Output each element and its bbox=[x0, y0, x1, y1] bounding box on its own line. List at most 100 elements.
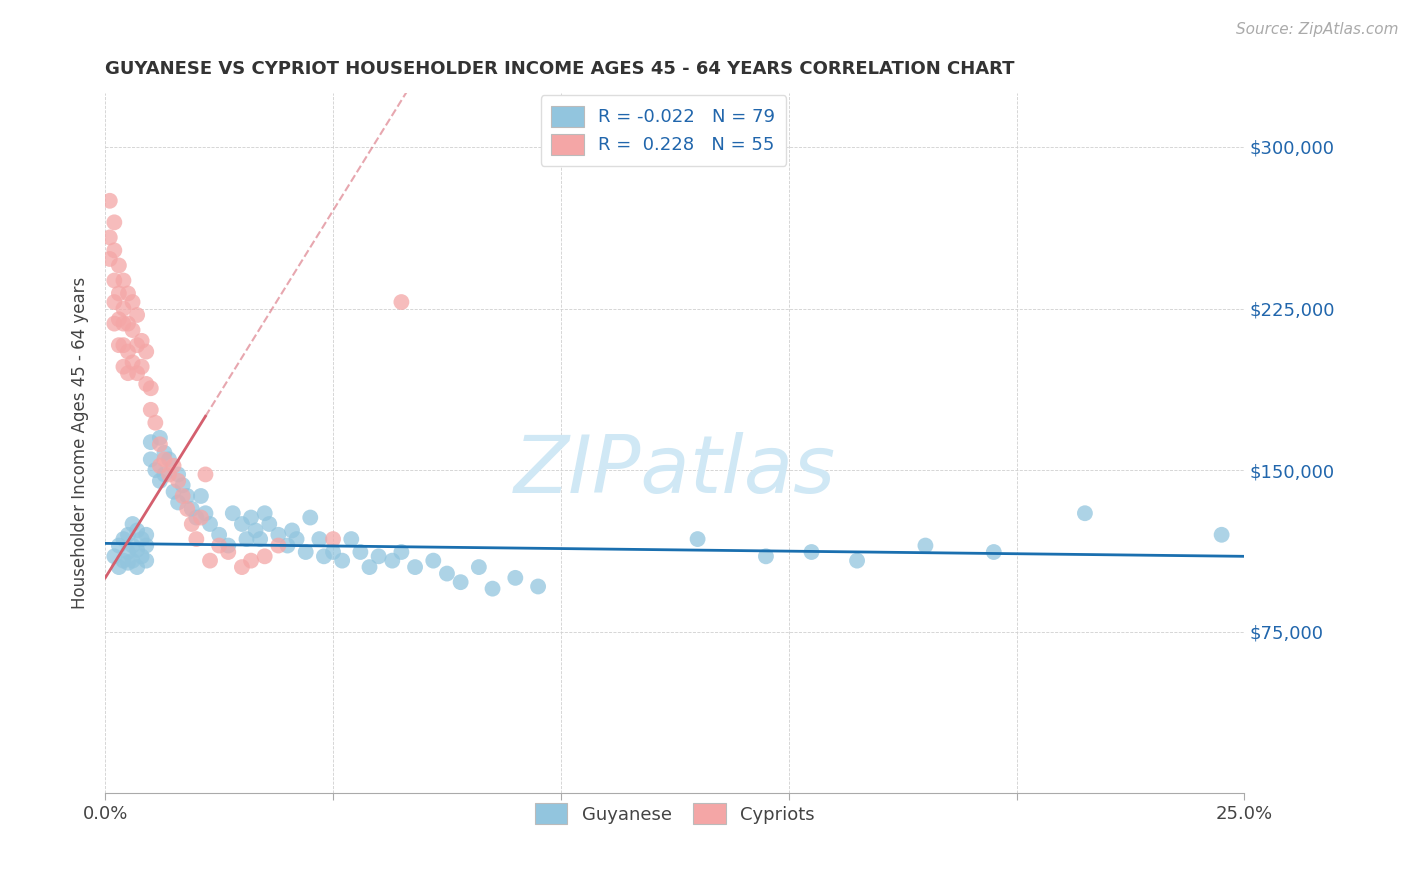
Point bbox=[253, 549, 276, 564]
Point bbox=[180, 502, 202, 516]
Point bbox=[149, 431, 172, 445]
Point bbox=[208, 528, 231, 542]
Point bbox=[349, 545, 371, 559]
Point bbox=[172, 489, 194, 503]
Point bbox=[308, 532, 330, 546]
Point bbox=[755, 549, 778, 564]
Point bbox=[330, 554, 353, 568]
Point bbox=[914, 539, 936, 553]
Point bbox=[235, 532, 257, 546]
Point bbox=[422, 554, 444, 568]
Point bbox=[404, 560, 426, 574]
Point bbox=[103, 244, 125, 258]
Point bbox=[468, 560, 491, 574]
Point bbox=[135, 539, 157, 553]
Point bbox=[112, 317, 135, 331]
Point bbox=[162, 458, 184, 473]
Point bbox=[176, 489, 198, 503]
Point bbox=[143, 416, 166, 430]
Point bbox=[143, 463, 166, 477]
Point bbox=[198, 554, 221, 568]
Point bbox=[190, 510, 212, 524]
Point bbox=[127, 542, 149, 557]
Point bbox=[135, 376, 157, 391]
Point bbox=[117, 344, 139, 359]
Point bbox=[117, 528, 139, 542]
Point bbox=[112, 301, 135, 316]
Point bbox=[139, 452, 162, 467]
Text: GUYANESE VS CYPRIOT HOUSEHOLDER INCOME AGES 45 - 64 YEARS CORRELATION CHART: GUYANESE VS CYPRIOT HOUSEHOLDER INCOME A… bbox=[105, 60, 1015, 78]
Point bbox=[131, 334, 153, 348]
Point bbox=[222, 506, 245, 520]
Point bbox=[127, 560, 149, 574]
Point bbox=[340, 532, 363, 546]
Point bbox=[108, 286, 131, 301]
Point bbox=[117, 556, 139, 570]
Point bbox=[157, 467, 180, 482]
Point bbox=[194, 467, 217, 482]
Point bbox=[108, 560, 131, 574]
Point bbox=[381, 554, 404, 568]
Point bbox=[1211, 528, 1233, 542]
Point bbox=[153, 467, 176, 482]
Point bbox=[527, 579, 550, 593]
Point bbox=[686, 532, 709, 546]
Point bbox=[846, 554, 869, 568]
Point bbox=[240, 510, 263, 524]
Point bbox=[281, 524, 304, 538]
Point bbox=[157, 452, 180, 467]
Point bbox=[276, 539, 298, 553]
Point bbox=[231, 560, 253, 574]
Point bbox=[983, 545, 1005, 559]
Point bbox=[112, 273, 135, 287]
Point bbox=[312, 549, 335, 564]
Point bbox=[103, 295, 125, 310]
Point bbox=[103, 549, 125, 564]
Point bbox=[131, 359, 153, 374]
Point bbox=[322, 532, 344, 546]
Point bbox=[103, 215, 125, 229]
Point bbox=[149, 474, 172, 488]
Point bbox=[127, 524, 149, 538]
Point bbox=[121, 295, 143, 310]
Point bbox=[481, 582, 503, 596]
Point bbox=[121, 554, 143, 568]
Point bbox=[103, 317, 125, 331]
Point bbox=[108, 312, 131, 326]
Point bbox=[231, 516, 253, 531]
Point bbox=[117, 286, 139, 301]
Point bbox=[389, 545, 412, 559]
Point bbox=[121, 323, 143, 337]
Point bbox=[135, 528, 157, 542]
Point bbox=[322, 545, 344, 559]
Point bbox=[112, 338, 135, 352]
Point bbox=[259, 516, 281, 531]
Point bbox=[139, 381, 162, 395]
Point bbox=[267, 528, 290, 542]
Point bbox=[194, 506, 217, 520]
Legend: Guyanese, Cypriots: Guyanese, Cypriots bbox=[526, 795, 824, 833]
Point bbox=[249, 532, 271, 546]
Point bbox=[1074, 506, 1097, 520]
Point bbox=[108, 259, 131, 273]
Point bbox=[127, 366, 149, 380]
Point bbox=[127, 338, 149, 352]
Point bbox=[98, 194, 121, 208]
Point bbox=[108, 539, 131, 553]
Point bbox=[186, 532, 208, 546]
Point bbox=[208, 539, 231, 553]
Point bbox=[153, 446, 176, 460]
Point bbox=[117, 317, 139, 331]
Point bbox=[135, 554, 157, 568]
Point bbox=[98, 230, 121, 244]
Point bbox=[167, 495, 190, 509]
Point bbox=[103, 273, 125, 287]
Point bbox=[131, 549, 153, 564]
Point bbox=[294, 545, 316, 559]
Point bbox=[135, 344, 157, 359]
Text: ZIPatlas: ZIPatlas bbox=[513, 433, 837, 510]
Point bbox=[108, 338, 131, 352]
Point bbox=[389, 295, 412, 310]
Point bbox=[505, 571, 527, 585]
Point bbox=[450, 575, 472, 590]
